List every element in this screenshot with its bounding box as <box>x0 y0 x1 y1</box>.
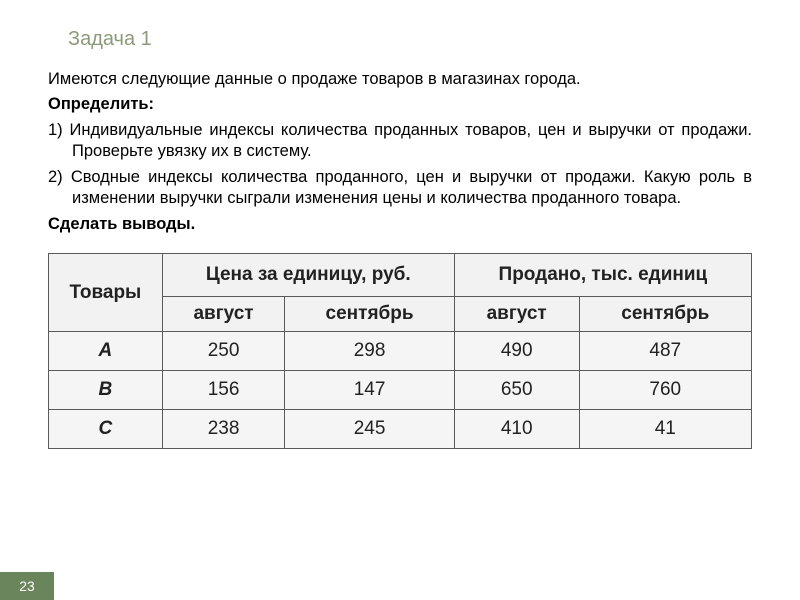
task-item-2: 2) Сводные индексы количества проданного… <box>48 167 752 210</box>
cell: 250 <box>162 332 285 371</box>
cell: 245 <box>285 410 454 449</box>
table-row: А 250 298 490 487 <box>49 332 752 371</box>
cell: 410 <box>454 410 579 449</box>
cell: 41 <box>579 410 751 449</box>
col-sold-sep: сентябрь <box>579 297 751 332</box>
cell: 650 <box>454 371 579 410</box>
cell: 238 <box>162 410 285 449</box>
cell: 156 <box>162 371 285 410</box>
intro-text: Имеются следующие данные о продаже товар… <box>48 69 752 90</box>
row-name: С <box>49 410 163 449</box>
table-row: В 156 147 650 760 <box>49 371 752 410</box>
cell: 760 <box>579 371 751 410</box>
col-goods: Товары <box>49 254 163 332</box>
row-name: В <box>49 371 163 410</box>
task-item-1: 1) Индивидуальные индексы количества про… <box>48 120 752 163</box>
cell: 298 <box>285 332 454 371</box>
col-price-aug: август <box>162 297 285 332</box>
col-sold-aug: август <box>454 297 579 332</box>
data-table: Товары Цена за единицу, руб. Продано, ты… <box>48 253 752 449</box>
slide: Задача 1 Имеются следующие данные о прод… <box>0 0 800 600</box>
page-number-badge: 23 <box>0 572 54 600</box>
cell: 490 <box>454 332 579 371</box>
determine-label: Определить: <box>48 94 752 115</box>
table-row: С 238 245 410 41 <box>49 410 752 449</box>
conclusion-text: Сделать выводы. <box>48 214 752 235</box>
row-name: А <box>49 332 163 371</box>
task-body: Имеются следующие данные о продаже товар… <box>48 69 752 235</box>
col-price: Цена за единицу, руб. <box>162 254 454 297</box>
col-sold: Продано, тыс. единиц <box>454 254 751 297</box>
col-price-sep: сентябрь <box>285 297 454 332</box>
cell: 147 <box>285 371 454 410</box>
task-title: Задача 1 <box>68 28 752 51</box>
cell: 487 <box>579 332 751 371</box>
